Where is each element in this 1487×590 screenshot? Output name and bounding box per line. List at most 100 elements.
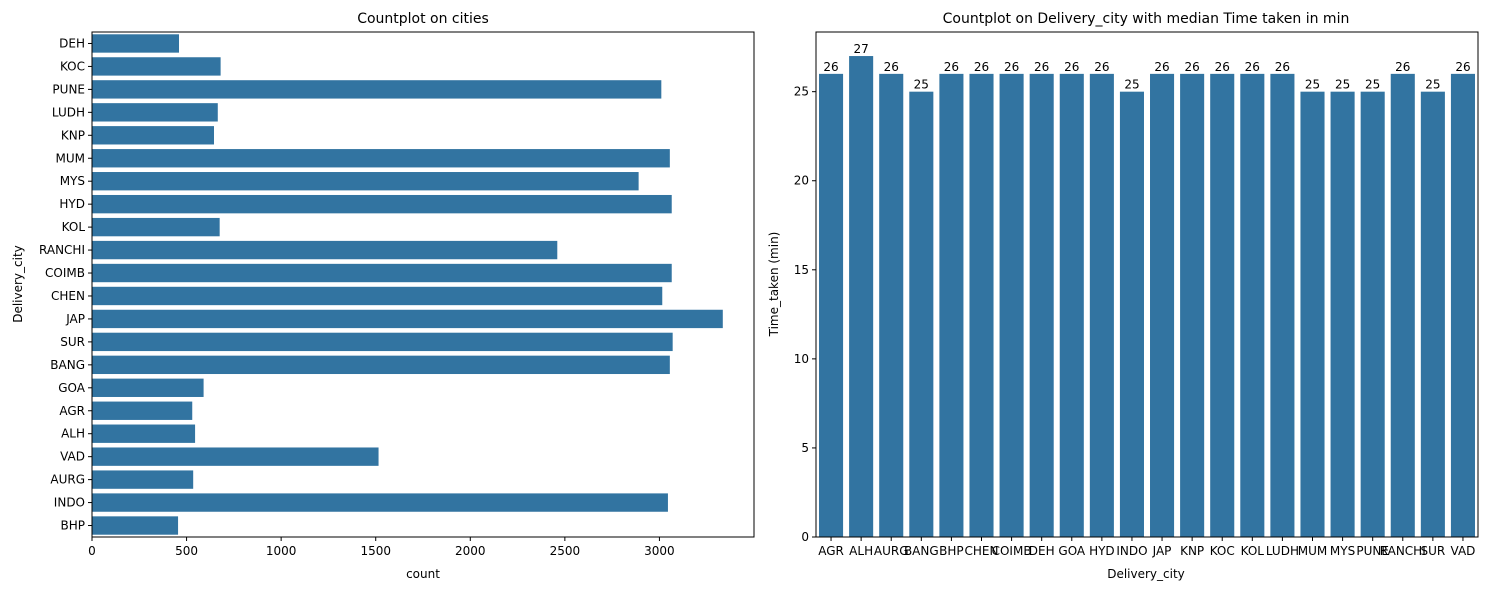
countplot-median-time-chart: Countplot on Delivery_city with median T… [767, 11, 1479, 581]
bar-goa [92, 378, 204, 397]
xtick-label: GOA [1058, 544, 1086, 558]
bar-aurg [92, 470, 194, 489]
right-y-ticks: 0 5 10 15 20 25 [794, 85, 816, 544]
bar-vad [1450, 73, 1475, 538]
ytick-label: AURG [50, 473, 85, 487]
xtick-label: HYD [1089, 544, 1115, 558]
bar-hyd [1089, 73, 1114, 538]
xtick-label: KOL [1241, 544, 1265, 558]
bar-ranchi [92, 240, 558, 260]
ytick-label: GOA [58, 381, 86, 395]
xtick-label: JAP [1152, 544, 1172, 558]
bar-ludh [92, 103, 218, 122]
right-bars [819, 56, 1475, 538]
left-y-ticks: DEH KOC PUNE LUDH KNP MUM MYS HYD KOL RANCHI COIMB… [39, 36, 92, 533]
bar-alh [92, 424, 196, 443]
xtick-label: BHP [939, 544, 964, 558]
ytick-label: 0 [801, 530, 809, 544]
data-label: 25 [1305, 78, 1320, 92]
chart-left-title: Countplot on cities [357, 11, 489, 27]
bar-bhp [939, 73, 964, 538]
xtick-label: MYS [1330, 544, 1355, 558]
bar-jap [1150, 73, 1175, 538]
data-label: 27 [853, 42, 868, 56]
bar-alh [849, 56, 874, 538]
data-label: 25 [914, 78, 929, 92]
ytick-label: LUDH [52, 105, 85, 119]
ytick-label: 15 [794, 263, 809, 277]
xtick-label: 500 [175, 544, 198, 558]
data-label: 25 [1124, 78, 1139, 92]
data-label: 26 [1004, 60, 1019, 74]
bar-kol [92, 217, 220, 237]
ytick-label: AGR [59, 404, 85, 418]
xtick-label: 3000 [644, 544, 675, 558]
xtick-label: CHEN [965, 544, 999, 558]
data-label: 26 [944, 60, 959, 74]
data-label: 26 [1455, 60, 1470, 74]
bar-mys [1330, 91, 1355, 538]
ytick-label: 5 [801, 441, 809, 455]
bar-koc [92, 57, 221, 76]
chart-left-xlabel: count [406, 567, 440, 581]
ytick-label: CHEN [51, 289, 85, 303]
bar-pune [1360, 91, 1385, 538]
xtick-label: DEH [1029, 544, 1055, 558]
bar-deh [92, 34, 180, 53]
bar-knp [1180, 73, 1205, 538]
data-label: 25 [1335, 78, 1350, 92]
bar-bang [92, 355, 670, 375]
data-label: 26 [1034, 60, 1049, 74]
bar-pune [92, 80, 662, 99]
chart-right-frame [815, 31, 1479, 538]
chart-right-title: Countplot on Delivery_city with median T… [943, 11, 1350, 27]
xtick-label: BANG [904, 544, 939, 558]
xtick-label: 2000 [455, 544, 486, 558]
xtick-label: VAD [1451, 544, 1476, 558]
data-label: 26 [1184, 60, 1199, 74]
bar-agr [92, 401, 193, 420]
ytick-label: VAD [60, 450, 85, 464]
bar-coimb [92, 263, 672, 283]
bar-sur [92, 332, 673, 352]
ytick-label: 25 [794, 85, 809, 99]
bar-ludh [1270, 73, 1295, 538]
ytick-label: BANG [50, 358, 85, 372]
bar-jap [92, 309, 723, 329]
xtick-label: AGR [818, 544, 844, 558]
data-label: 26 [1064, 60, 1079, 74]
ytick-label: HYD [59, 197, 85, 211]
bar-goa [1059, 73, 1084, 538]
left-bars [92, 34, 723, 535]
bar-aurg [879, 73, 904, 538]
ytick-label: SUR [60, 335, 85, 349]
data-label: 26 [823, 60, 838, 74]
bar-vad [92, 447, 379, 466]
bar-bhp [92, 516, 179, 535]
ytick-label: DEH [59, 36, 85, 50]
ytick-label: MYS [60, 174, 85, 188]
bar-chen [92, 286, 663, 306]
data-label: 26 [1154, 60, 1169, 74]
bar-kol [1240, 73, 1265, 538]
data-label: 25 [1365, 78, 1380, 92]
ytick-label: ALH [61, 427, 85, 441]
bar-indo [92, 493, 668, 512]
ytick-label: KNP [61, 128, 85, 142]
bar-coimb [999, 73, 1024, 538]
xtick-label: 2500 [550, 544, 581, 558]
xtick-label: ALH [849, 544, 873, 558]
chart-right-ylabel: Time_taken (min) [767, 232, 781, 338]
xtick-label: 0 [88, 544, 96, 558]
left-x-ticks: 0 500 1000 1500 2000 2500 3000 [88, 537, 675, 558]
data-label: 26 [884, 60, 899, 74]
data-label: 26 [1215, 60, 1230, 74]
data-label: 26 [1275, 60, 1290, 74]
ytick-label: PUNE [52, 82, 85, 96]
bar-agr [819, 73, 844, 538]
ytick-label: COIMB [45, 266, 85, 280]
xtick-label: SUR [1420, 544, 1445, 558]
ytick-label: BHP [61, 519, 86, 533]
ytick-label: 20 [794, 174, 809, 188]
